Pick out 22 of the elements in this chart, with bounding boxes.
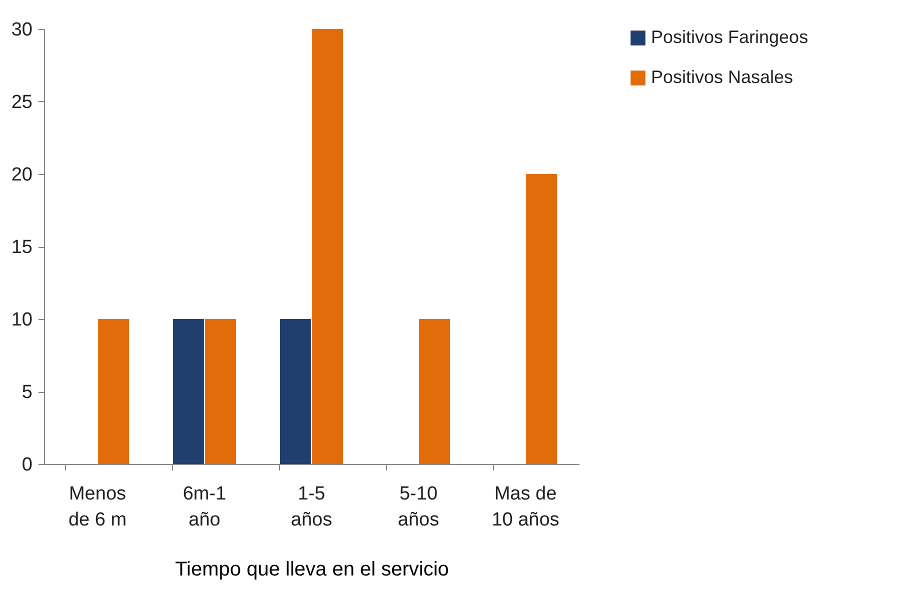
y-tick-label: 10	[11, 310, 32, 330]
y-tick-label: 5	[22, 382, 32, 403]
y-tick-label: 20	[11, 164, 32, 186]
bar	[526, 174, 558, 464]
x-tick-label: Menos de 6 m	[68, 484, 127, 530]
y-tick-label: 15	[11, 237, 32, 258]
x-tick-label: 5-10 años	[398, 484, 440, 530]
x-tick-label: Mas de 10 años	[492, 484, 560, 530]
x-tick-label: 1-5 años	[290, 484, 332, 530]
bar	[419, 319, 450, 464]
y-tick-label: 0	[22, 454, 32, 476]
y-tick-label: 25	[11, 92, 32, 113]
x-tick-label: 6m-1 año	[182, 484, 226, 530]
bar	[172, 319, 204, 464]
bar	[312, 29, 344, 464]
x-axis-title: Tiempo que lleva en el servicio	[175, 558, 449, 580]
bar	[98, 319, 130, 464]
bar	[280, 319, 311, 464]
y-tick-label: 30	[11, 20, 32, 40]
legend-label: Positivos Nasales	[651, 67, 794, 87]
legend-label: Positivos Faringeos	[651, 27, 808, 47]
bar	[205, 319, 236, 464]
